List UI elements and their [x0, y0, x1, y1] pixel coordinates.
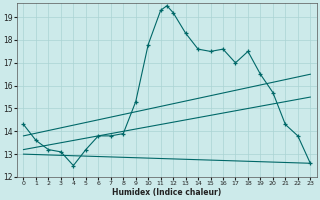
X-axis label: Humidex (Indice chaleur): Humidex (Indice chaleur)	[112, 188, 221, 197]
